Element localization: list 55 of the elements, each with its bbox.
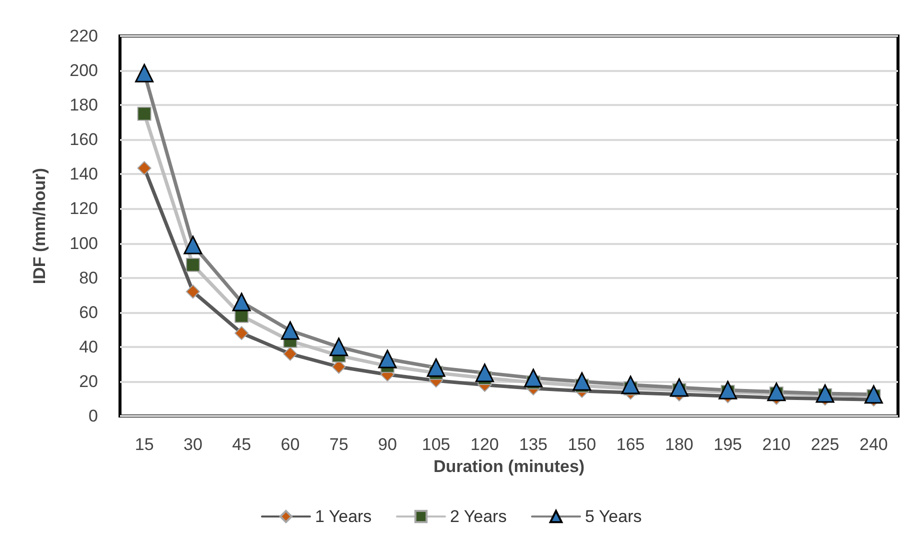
point [137, 106, 152, 121]
point [426, 358, 446, 377]
point [135, 64, 154, 82]
y-tick-label: 180 [70, 96, 98, 115]
y-tick-label: 140 [70, 164, 98, 184]
x-tick-label: 195 [714, 435, 742, 454]
point [572, 372, 592, 391]
y-tick-label: 120 [70, 199, 98, 218]
y-tick-label: 40 [79, 337, 98, 356]
x-tick-label: 105 [422, 435, 450, 454]
legend-label: 2 Years [450, 507, 507, 526]
y-tick-label: 80 [79, 268, 98, 288]
point [330, 338, 348, 356]
point [137, 161, 152, 176]
y-tick-label: 20 [79, 372, 98, 391]
point [280, 321, 300, 340]
point [186, 284, 200, 299]
point [816, 384, 834, 403]
y-tick-label: 160 [70, 130, 98, 150]
x-tick-label: 210 [762, 435, 791, 454]
point [184, 236, 202, 254]
x-tick-label: 135 [519, 435, 548, 454]
point [232, 292, 251, 312]
y-tick-label: 100 [70, 234, 98, 253]
x-tick-label: 90 [378, 435, 397, 454]
x-tick-label: 240 [860, 435, 888, 454]
point [283, 346, 298, 361]
x-tick-label: 60 [280, 435, 300, 454]
point [186, 258, 200, 272]
point [475, 364, 494, 382]
x-tick-label: 75 [329, 435, 348, 454]
x-tick-label: 165 [616, 435, 645, 454]
x-tick-label: 15 [134, 435, 154, 454]
legend-label: 5 Years [585, 507, 642, 526]
point [767, 382, 786, 402]
y-tick-label: 220 [70, 26, 98, 46]
y-tick-label: 60 [79, 302, 98, 322]
y-tick-label: 200 [70, 61, 98, 80]
x-tick-label: 225 [810, 435, 840, 454]
x-tick-label: 180 [665, 435, 694, 454]
x-tick-label: 30 [183, 435, 202, 454]
point [524, 368, 543, 388]
point [718, 380, 738, 400]
x-tick-label: 45 [232, 435, 252, 454]
point [234, 326, 249, 340]
y-axis-title: IDF (mm/hour) [30, 168, 49, 284]
x-axis-title: Duration (minutes) [433, 456, 585, 476]
point [378, 350, 397, 368]
x-tick-label: 120 [470, 435, 499, 454]
point [864, 385, 883, 404]
y-tick-label: 0 [88, 406, 98, 426]
x-tick-label: 150 [568, 435, 596, 454]
point [670, 378, 688, 397]
legend-label: 1 Years [314, 507, 372, 526]
point [621, 376, 640, 394]
